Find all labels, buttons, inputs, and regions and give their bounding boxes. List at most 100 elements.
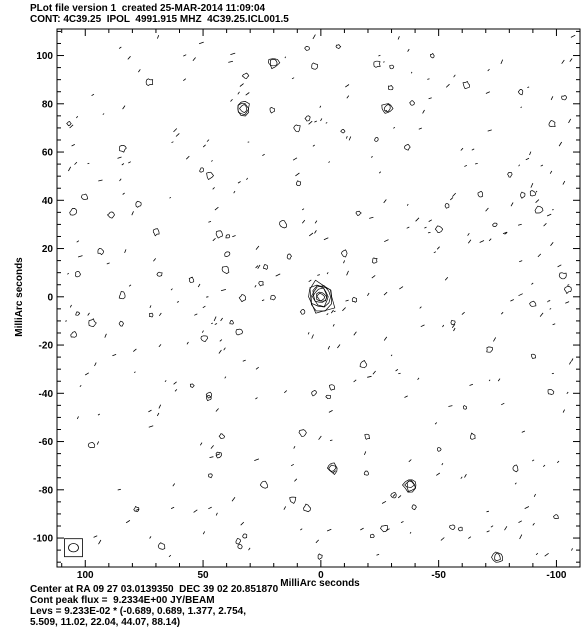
noise-contour: [328, 161, 331, 163]
center-coordinates: Center at RA 09 27 03.0139350 DEC 39 02 …: [30, 584, 279, 595]
noise-contour: [235, 328, 244, 336]
noise-contour: [91, 93, 95, 96]
noise-contour: [135, 200, 142, 208]
noise-contour: [168, 554, 172, 558]
noise-contour: [464, 164, 468, 167]
noise-contour: [284, 390, 288, 394]
noise-contour: [569, 361, 572, 365]
noise-contour: [433, 251, 437, 254]
noise-contour: [298, 429, 307, 437]
noise-contour: [158, 312, 162, 317]
noise-contour: [192, 57, 196, 61]
noise-contour: [364, 451, 367, 456]
noise-contour: [133, 371, 136, 373]
noise-contour: [407, 48, 410, 52]
noise-contour: [70, 331, 77, 338]
noise-contour: [237, 543, 243, 550]
noise-contour: [117, 488, 121, 491]
noise-contour: [488, 238, 492, 242]
noise-contour: [533, 493, 536, 497]
noise-contour: [304, 115, 311, 122]
noise-contour: [133, 348, 137, 352]
noise-contour: [351, 296, 357, 303]
noise-contour: [464, 474, 467, 478]
noise-contour: [337, 344, 341, 349]
noise-contour: [504, 232, 508, 235]
noise-contour: [571, 548, 573, 551]
noise-contour: [135, 508, 140, 511]
source-contour: [402, 479, 417, 493]
source-contour: [293, 124, 301, 133]
noise-contour: [149, 536, 152, 539]
noise-contour: [373, 60, 381, 68]
noise-contour: [406, 203, 409, 206]
noise-contour: [156, 271, 163, 277]
noise-contour: [106, 211, 115, 219]
noise-contour: [118, 46, 122, 49]
noise-contour: [398, 372, 401, 375]
noise-contour: [364, 433, 371, 440]
noise-contour: [254, 284, 257, 288]
noise-contour: [479, 240, 485, 243]
noise-contour: [546, 213, 552, 217]
noise-contour: [189, 383, 195, 388]
noise-contour: [232, 235, 236, 238]
noise-contour: [237, 181, 241, 184]
noise-contour: [202, 144, 206, 148]
noise-contour: [436, 246, 440, 250]
noise-contour: [512, 464, 519, 473]
noise-contour: [219, 339, 223, 342]
noise-contour: [436, 472, 441, 476]
noise-contour: [471, 148, 475, 151]
source-contour: [434, 225, 444, 233]
plot-header-line-2: CONT: 4C39.25 IPOL 4991.915 MHZ 4C39.25.…: [30, 14, 289, 25]
noise-contour: [176, 301, 180, 303]
noise-contour: [124, 249, 127, 254]
noise-contour: [383, 61, 385, 63]
noise-contour: [384, 239, 389, 243]
noise-contour: [315, 539, 319, 544]
noise-contour: [462, 405, 467, 410]
source-contour: [279, 220, 287, 229]
y-tick-label: 60: [42, 148, 54, 159]
noise-contour: [417, 377, 420, 380]
noise-contour: [112, 354, 117, 357]
noise-contour: [312, 34, 316, 40]
noise-contour: [201, 330, 204, 333]
noise-contour: [193, 509, 198, 513]
noise-contour: [106, 262, 110, 265]
plot-frame: [56, 28, 581, 568]
noise-contour: [535, 190, 538, 193]
noise-contour: [289, 496, 297, 504]
noise-contour: [360, 527, 364, 531]
noise-contour: [369, 216, 374, 219]
noise-contour: [223, 347, 226, 351]
noise-contour: [530, 353, 536, 360]
y-tick-label: 80: [42, 99, 54, 110]
noise-contour: [69, 304, 72, 308]
source-contour: [491, 551, 504, 563]
noise-contour: [325, 394, 331, 400]
noise-contour: [215, 230, 223, 239]
noise-contour: [327, 345, 330, 350]
noise-contour: [98, 539, 102, 545]
noise-contour: [397, 495, 402, 499]
noise-contour: [345, 84, 350, 88]
noise-contour: [218, 433, 226, 439]
noise-contour: [461, 311, 465, 315]
noise-contour: [445, 83, 450, 88]
noise-contour: [531, 282, 534, 285]
noise-contour: [255, 366, 259, 370]
noise-contour: [500, 59, 504, 65]
noise-contour: [493, 337, 497, 342]
noise-contour: [170, 288, 173, 291]
noise-contour: [76, 240, 80, 243]
noise-contour: [153, 258, 157, 262]
noise-contour: [420, 324, 425, 328]
noise-contour: [557, 460, 560, 464]
noise-contour: [246, 177, 248, 181]
noise-contour: [389, 64, 395, 70]
noise-contour: [486, 530, 490, 533]
x-tick-label: -50: [431, 570, 446, 581]
noise-contour: [409, 100, 415, 106]
